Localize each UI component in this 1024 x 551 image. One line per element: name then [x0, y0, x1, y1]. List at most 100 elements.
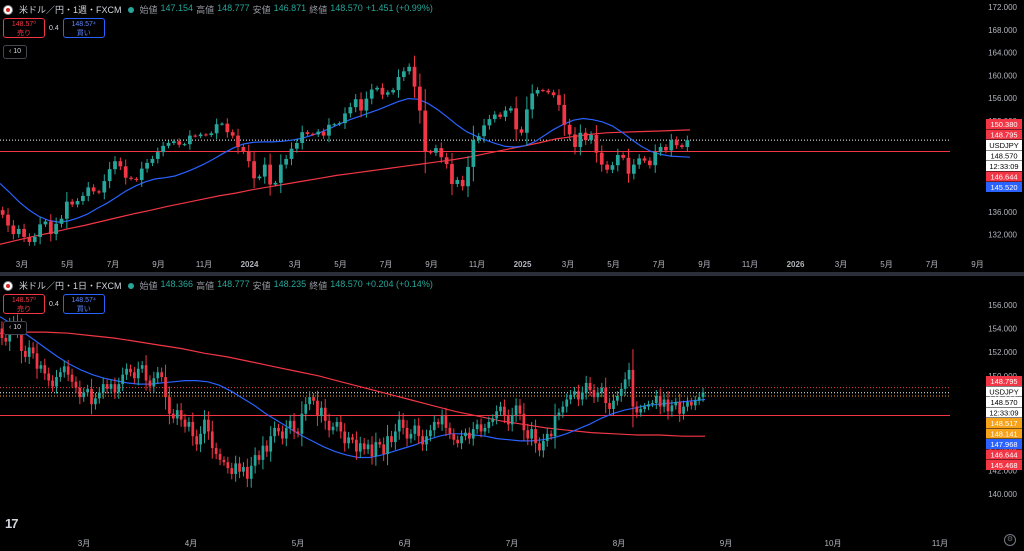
candle-body — [654, 395, 658, 404]
candle-body — [27, 236, 32, 243]
candle-body — [55, 377, 58, 387]
close-value: 148.570 — [330, 3, 363, 13]
candle-body — [168, 397, 171, 414]
indicators-toggle-button[interactable]: ‹ 10 — [3, 45, 27, 59]
candle-body — [273, 182, 278, 185]
candle-body — [467, 432, 471, 439]
candle-body — [139, 168, 144, 180]
candle-body — [117, 384, 121, 393]
candle-body — [503, 110, 508, 117]
weekly-chart-canvas[interactable]: 172.000168.000164.000160.000156.000152.0… — [0, 0, 1024, 272]
candle-body — [129, 177, 133, 179]
indicator-count: 10 — [13, 48, 22, 55]
daily-symbol-title[interactable]: 米ドル／円・1日・FXCM — [19, 281, 122, 291]
candle-body — [278, 164, 283, 183]
time-axis-label: 3月 — [78, 539, 90, 548]
tradingview-logo-icon[interactable]: 17 — [5, 516, 19, 531]
candle-body — [573, 134, 577, 147]
candle-body — [23, 350, 27, 357]
candle-body — [220, 123, 224, 125]
candle-body — [198, 134, 203, 137]
candle-body — [225, 123, 230, 133]
candle-body — [697, 397, 701, 401]
settings-gear-icon[interactable]: ⚙ — [1004, 534, 1016, 546]
candle-body — [374, 442, 378, 457]
close-value: 148.570 — [330, 279, 363, 289]
candle-body — [6, 214, 10, 226]
daily-chart-canvas[interactable]: 156.000154.000152.000150.000148.000146.0… — [0, 276, 1024, 551]
buy-button[interactable]: 148.57⁴ 買い — [62, 294, 105, 314]
time-axis-label: 9月 — [425, 260, 437, 269]
candle-body — [428, 151, 433, 153]
candle-body — [538, 443, 541, 451]
candle-body — [134, 178, 139, 180]
candle-body — [195, 436, 199, 445]
candle-body — [390, 436, 393, 443]
open-label: 始値 — [139, 281, 158, 291]
candle-body — [31, 347, 35, 354]
candle-body — [397, 419, 401, 432]
price-tag-text: USDJPY — [989, 388, 1019, 397]
candle-body — [565, 399, 569, 407]
candle-body — [455, 179, 460, 184]
pane-separator[interactable] — [0, 272, 1024, 276]
candle-body — [479, 424, 483, 432]
spread-value: 0.4 — [49, 24, 59, 32]
candle-body — [642, 158, 647, 161]
candle-body — [129, 368, 132, 373]
candle-body — [385, 92, 390, 95]
candle-body — [594, 135, 599, 153]
candle-body — [261, 445, 265, 460]
candle-body — [526, 430, 530, 439]
candle-body — [150, 158, 155, 163]
candle-body — [257, 176, 262, 179]
candle-body — [86, 388, 90, 393]
candle-body — [125, 368, 128, 375]
time-axis-label: 9月 — [720, 539, 732, 548]
close-label: 終値 — [309, 5, 328, 15]
weekly-chart-pane[interactable]: 172.000168.000164.000160.000156.000152.0… — [0, 0, 1024, 272]
market-open-status-icon — [127, 6, 134, 13]
change-value: +1.451 (+0.99%) — [365, 3, 433, 13]
sell-button[interactable]: 148.57⁰ 売り — [3, 294, 45, 314]
candle-body — [123, 166, 128, 178]
candle-body — [466, 166, 470, 187]
indicators-toggle-button[interactable]: ‹ 10 — [3, 321, 27, 335]
weekly-symbol-title[interactable]: 米ドル／円・1週・FXCM — [19, 5, 122, 15]
candle-body — [491, 418, 495, 422]
candle-body — [669, 140, 674, 151]
candle-body — [78, 387, 82, 398]
candle-body — [503, 406, 506, 417]
price-tag-text: 148.141 — [990, 430, 1017, 439]
open-value: 147.154 — [160, 3, 194, 13]
candle-body — [0, 210, 5, 215]
candle-body — [619, 388, 623, 396]
candle-body — [179, 410, 183, 420]
candle-body — [54, 223, 59, 235]
candle-body — [284, 158, 289, 165]
open-label: 始値 — [139, 5, 158, 15]
candle-body — [64, 201, 69, 219]
candle-body — [284, 427, 288, 439]
high-value: 148.777 — [217, 3, 250, 13]
candle-body — [658, 146, 663, 153]
time-axis-label: 5月 — [61, 260, 73, 269]
candle-body — [187, 421, 191, 427]
candle-body — [530, 429, 534, 439]
candle-body — [401, 71, 406, 77]
candle-body — [273, 427, 276, 437]
daily-chart-pane[interactable]: 156.000154.000152.000150.000148.000146.0… — [0, 276, 1024, 551]
candle-body — [97, 392, 101, 399]
candle-body — [4, 337, 8, 342]
candle-body — [693, 400, 697, 406]
sell-button[interactable]: 148.57⁰ 売り — [3, 18, 45, 38]
candle-body — [448, 427, 452, 434]
high-label: 高値 — [196, 281, 215, 291]
candle-body — [245, 466, 249, 479]
price-tag — [986, 171, 1022, 182]
candle-body — [193, 135, 198, 137]
candle-body — [304, 404, 308, 414]
candle-body — [366, 444, 370, 450]
candle-body — [588, 382, 592, 391]
buy-button[interactable]: 148.57⁴ 買い — [62, 18, 105, 38]
